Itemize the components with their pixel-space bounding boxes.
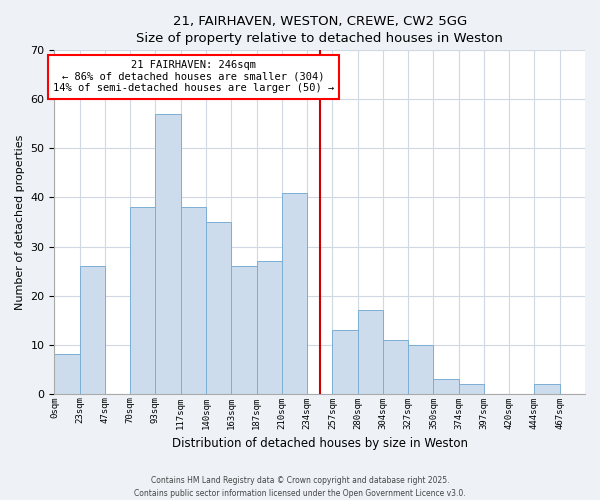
Bar [55, 354, 80, 394]
Bar [80, 266, 105, 394]
Bar [535, 384, 560, 394]
Text: 21 FAIRHAVEN: 246sqm
← 86% of detached houses are smaller (304)
14% of semi-deta: 21 FAIRHAVEN: 246sqm ← 86% of detached h… [53, 60, 334, 94]
Bar [130, 208, 155, 394]
Bar [181, 208, 206, 394]
Bar [282, 192, 307, 394]
Bar [458, 384, 484, 394]
Bar [383, 340, 408, 394]
Bar [433, 379, 458, 394]
Bar [231, 266, 257, 394]
Bar [332, 330, 358, 394]
X-axis label: Distribution of detached houses by size in Weston: Distribution of detached houses by size … [172, 437, 468, 450]
Bar [155, 114, 181, 394]
Bar [358, 310, 383, 394]
Bar [408, 344, 433, 394]
Bar [206, 222, 231, 394]
Title: 21, FAIRHAVEN, WESTON, CREWE, CW2 5GG
Size of property relative to detached hous: 21, FAIRHAVEN, WESTON, CREWE, CW2 5GG Si… [136, 15, 503, 45]
Y-axis label: Number of detached properties: Number of detached properties [15, 134, 25, 310]
Text: Contains HM Land Registry data © Crown copyright and database right 2025.
Contai: Contains HM Land Registry data © Crown c… [134, 476, 466, 498]
Bar [257, 261, 282, 394]
